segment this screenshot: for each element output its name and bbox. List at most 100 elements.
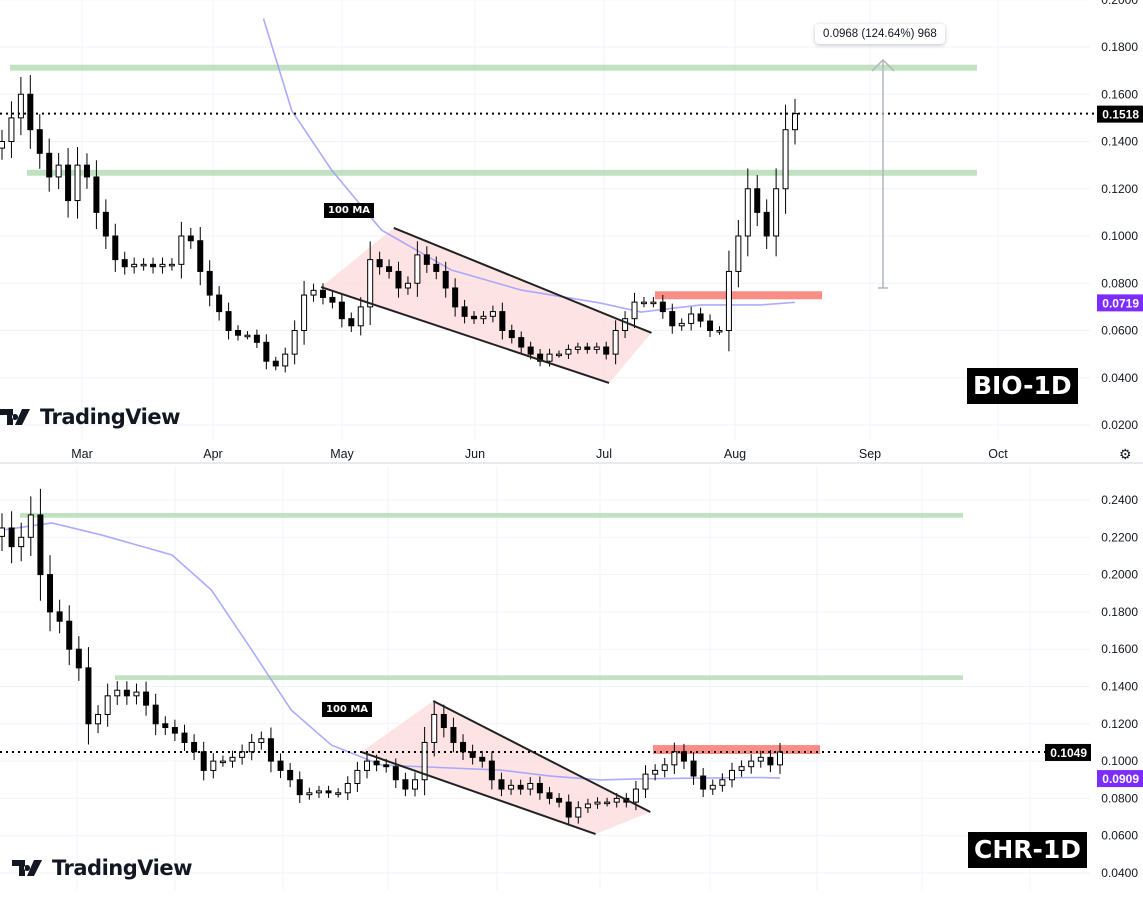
candle (431, 700, 438, 757)
candle (367, 241, 374, 326)
candle (56, 599, 63, 634)
candle (518, 331, 525, 354)
candle-body (75, 648, 82, 669)
candle-body (421, 741, 428, 781)
candle-body (310, 289, 317, 296)
settings-gear-icon[interactable]: ⚙ (1119, 446, 1132, 462)
tradingview-logo-icon (0, 409, 30, 425)
candle (287, 763, 294, 788)
candle-body (688, 313, 695, 324)
candle-body (152, 704, 159, 725)
y-tick-label: 0.1000 (1101, 229, 1138, 243)
candle-body (171, 727, 178, 734)
candle (85, 647, 92, 745)
y-tick-label: 0.2400 (1101, 493, 1138, 507)
candle-body (518, 337, 525, 348)
candle-body (757, 756, 764, 762)
candle (376, 251, 383, 275)
candle (131, 257, 138, 274)
candle (527, 777, 534, 796)
candle-body (17, 93, 24, 119)
candle (735, 220, 742, 288)
resistance-zone (655, 291, 822, 300)
last-price-text: 0.1518 (1102, 108, 1139, 122)
candle (150, 257, 157, 274)
candle (206, 260, 213, 307)
ma-label-top: 100 MA (324, 203, 375, 218)
candle-body (83, 164, 90, 178)
candle (471, 311, 478, 324)
candle (200, 741, 207, 781)
candle-body (442, 270, 449, 289)
candle (690, 752, 697, 785)
candle-body (395, 270, 402, 289)
wedge-lower-line (320, 286, 610, 384)
candle (121, 251, 128, 275)
candle-body (767, 756, 774, 766)
candle-body (55, 164, 62, 178)
candle (171, 719, 178, 741)
ticker-label-chr: CHR-1D (968, 832, 1088, 868)
candle (440, 704, 447, 738)
candle (306, 787, 313, 800)
y-tick-label: 0.0800 (1101, 791, 1138, 805)
candle (716, 326, 723, 335)
candle (239, 744, 246, 765)
candle (678, 318, 685, 331)
candle-body (263, 341, 270, 362)
wedge-upper-line (393, 227, 652, 334)
candle-body (27, 514, 34, 538)
candle (546, 786, 553, 805)
candle-body (777, 751, 783, 766)
candle-body (719, 779, 726, 786)
candle-body (74, 164, 81, 202)
candle-body (537, 353, 544, 362)
y-tick-label: 0.1200 (1101, 182, 1138, 196)
candle-body (613, 797, 620, 803)
candle (748, 754, 755, 774)
candle-body (728, 769, 735, 781)
candle-body (546, 792, 553, 799)
y-tick-label: 0.1000 (1101, 754, 1138, 768)
candle (0, 513, 5, 552)
candle-body (46, 152, 53, 178)
candle (8, 101, 15, 159)
candle (584, 798, 591, 813)
candle (450, 717, 457, 753)
tradingview-logo-top: TradingView (0, 405, 180, 429)
candle-body (235, 330, 242, 336)
y-tick-label: 0.0400 (1101, 866, 1138, 880)
candle-body (480, 315, 487, 320)
candle-body (197, 240, 204, 272)
candle-body (499, 311, 506, 332)
candle-body (150, 263, 157, 268)
candle (479, 750, 486, 768)
candle (263, 334, 270, 370)
candle-body (508, 784, 515, 790)
candle (604, 797, 611, 807)
candle (480, 311, 487, 324)
candle-body (354, 769, 361, 784)
candle-body (0, 141, 5, 149)
last-price-badge (1045, 743, 1091, 761)
candle-body (181, 732, 188, 743)
candle-body (114, 689, 121, 697)
candle (143, 681, 150, 716)
candle (348, 312, 355, 332)
tradingview-logo-bottom: TradingView (12, 856, 192, 880)
candle (225, 302, 232, 340)
candle-body (471, 315, 478, 320)
ma100-line (262, 18, 796, 313)
candle (329, 291, 336, 309)
candle (442, 261, 449, 298)
ma-label-bottom: 100 MA (322, 702, 373, 717)
candle (631, 292, 638, 328)
y-tick-label: 0.1600 (1101, 87, 1138, 101)
candle (594, 797, 601, 809)
candle-body (392, 766, 399, 781)
y-tick-label: 0.2000 (1101, 568, 1138, 582)
candle-body (210, 760, 217, 771)
candle (248, 733, 255, 761)
candle (210, 753, 217, 779)
